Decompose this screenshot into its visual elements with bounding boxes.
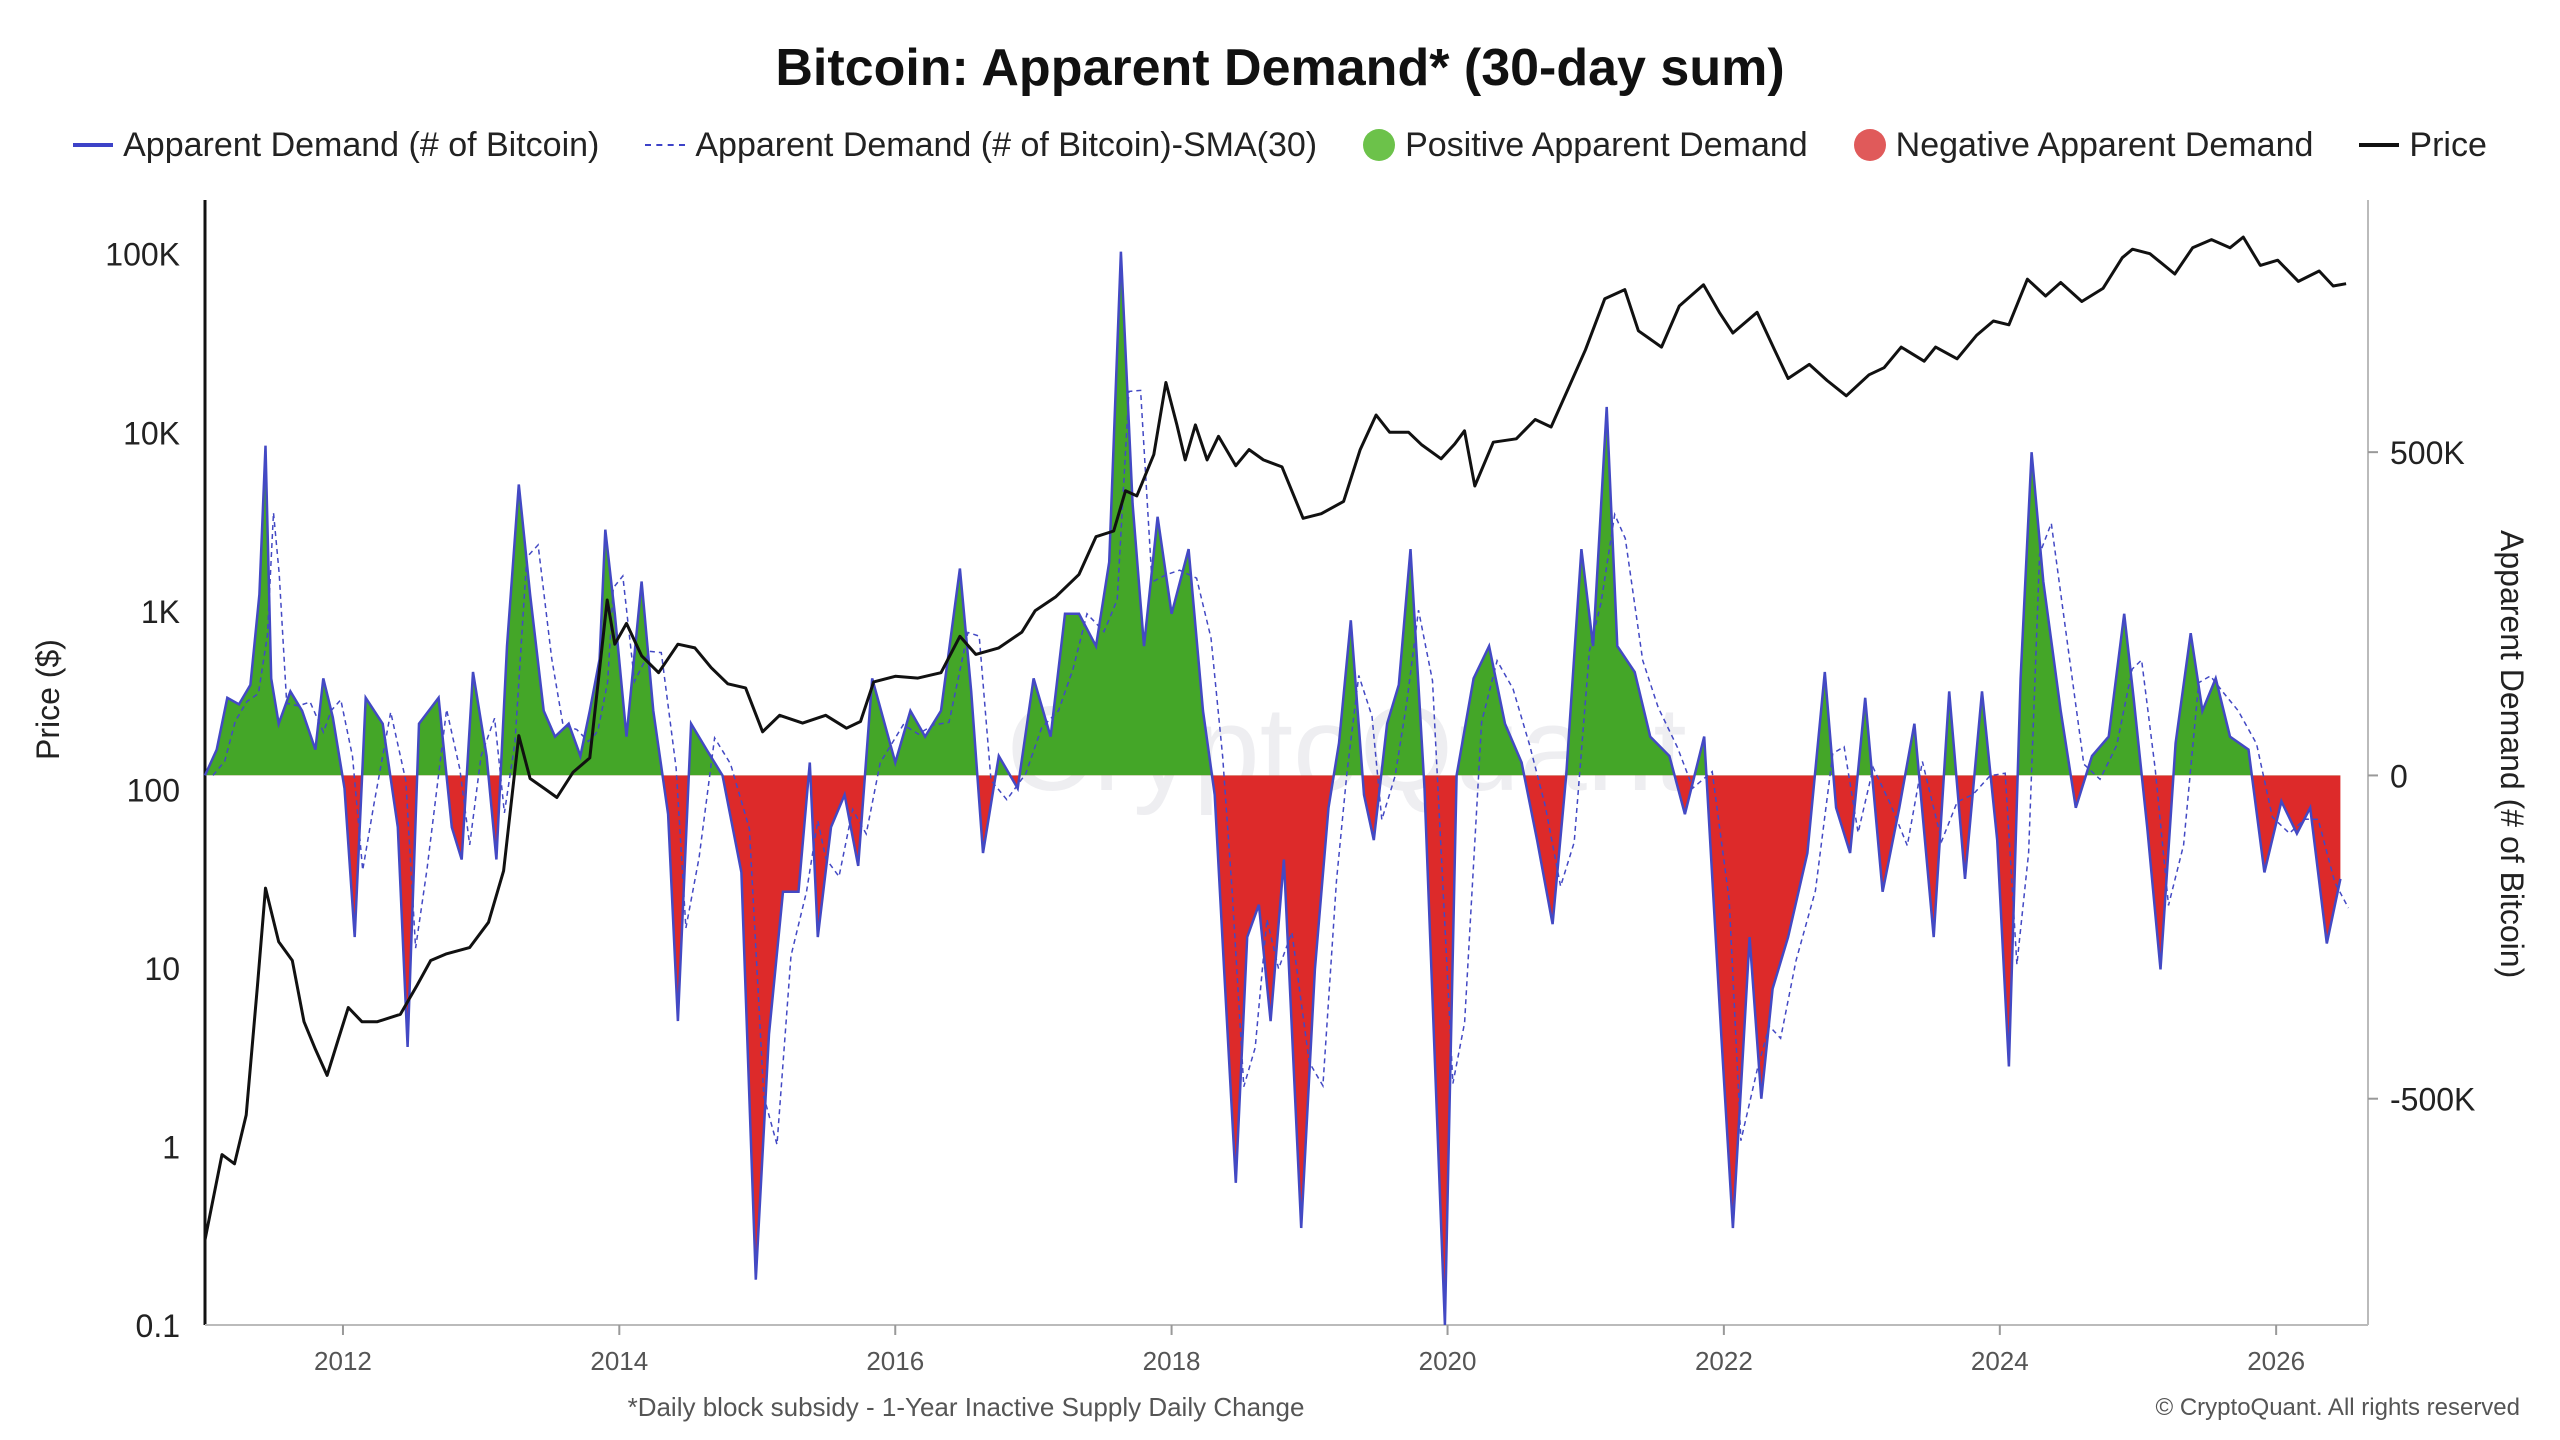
legend-label: Positive Apparent Demand	[1405, 125, 1808, 164]
apparent-demand-line	[203, 251, 2342, 1326]
left-tick-label: 10	[144, 951, 180, 987]
legend-item-apparent-demand[interactable]: Apparent Demand (# of Bitcoin)	[73, 126, 599, 165]
left-tick-label: 1	[162, 1129, 180, 1165]
right-tick-label: 500K	[2390, 435, 2465, 471]
x-tick-label: 2014	[590, 1346, 648, 1376]
left-tick-label: 100K	[105, 237, 180, 273]
legend-item-negative-demand[interactable]: Negative Apparent Demand	[1853, 125, 2314, 165]
copyright: © CryptoQuant. All rights reserved	[2155, 1394, 2521, 1421]
left-tick-label: 1K	[141, 594, 180, 630]
legend-label: Apparent Demand (# of Bitcoin)	[123, 125, 600, 164]
left-tick-label: 10K	[123, 415, 180, 451]
negative-demand-area	[342, 775, 2341, 1325]
apparent-demand-sma-line	[212, 389, 2350, 1145]
price-line	[203, 235, 2347, 1241]
legend-swatch-dashed-line	[645, 144, 686, 146]
x-tick-label: 2018	[1143, 1346, 1201, 1376]
right-tick-label: -500K	[2390, 1082, 2475, 1118]
legend-swatch-line	[73, 143, 114, 147]
legend-item-price[interactable]: Price	[2359, 125, 2487, 165]
left-tick-label: 0.1	[136, 1308, 180, 1344]
legend-label: Apparent Demand (# of Bitcoin)-SMA(30)	[695, 125, 1318, 164]
right-axis-title: Apparent Demand (# of Bitcoin)	[2494, 530, 2530, 979]
chart-title: Bitcoin: Apparent Demand* (30-day sum)	[775, 39, 1785, 97]
legend-item-apparent-demand-sma[interactable]: Apparent Demand (# of Bitcoin)-SMA(30)	[645, 126, 1317, 165]
x-tick-label: 2022	[1695, 1346, 1753, 1376]
legend-label: Price	[2409, 125, 2487, 164]
legend-swatch-green-dot	[1363, 129, 1396, 161]
legend-item-positive-demand[interactable]: Positive Apparent Demand	[1363, 126, 1808, 165]
left-tick-label: 100	[127, 772, 180, 808]
series-lines	[203, 235, 2350, 1326]
legend-swatch-price-line	[2359, 143, 2400, 147]
legend-swatch-red-dot	[1853, 129, 1886, 161]
axes	[203, 200, 2378, 1335]
positive-demand-area	[205, 251, 2341, 776]
tick-labels: 0.1 1 10 100 1K 10K 100K -500K 0 500K 2012 2014 2016…	[105, 237, 2475, 1376]
x-tick-label: 2020	[1419, 1346, 1477, 1376]
legend: Apparent Demand (# of Bitcoin) Apparent …	[0, 120, 2560, 170]
right-tick-label: 0	[2390, 758, 2408, 794]
legend-label: Negative Apparent Demand	[1895, 125, 2314, 164]
footnote: *Daily block subsidy - 1-Year Inactive S…	[627, 1392, 1305, 1422]
left-axis-title: Price ($)	[30, 639, 66, 760]
x-tick-label: 2024	[1971, 1346, 2029, 1376]
x-tick-label: 2016	[866, 1346, 924, 1376]
x-tick-label: 2012	[314, 1346, 372, 1376]
x-tick-label: 2026	[2247, 1346, 2305, 1376]
demand-area-layer	[205, 251, 2341, 1325]
